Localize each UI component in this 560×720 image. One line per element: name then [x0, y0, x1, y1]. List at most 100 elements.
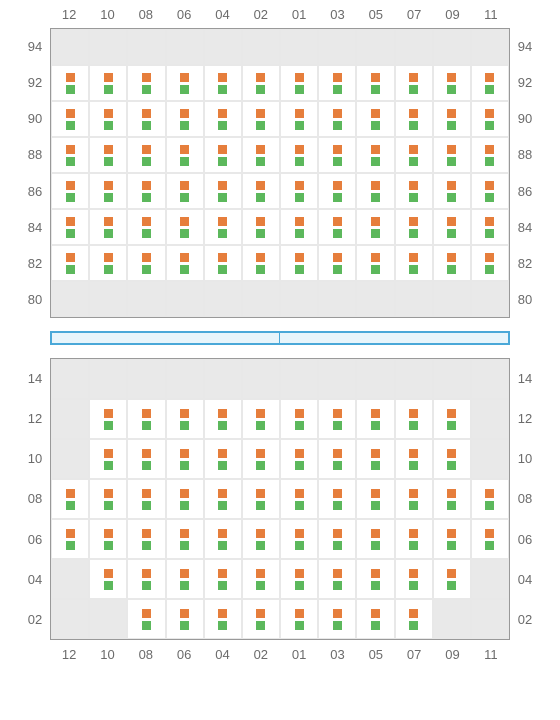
seat-cell[interactable]	[318, 399, 356, 439]
seat-cell[interactable]	[356, 479, 394, 519]
seat-cell[interactable]	[127, 173, 165, 209]
seat-cell[interactable]	[89, 559, 127, 599]
seat-cell[interactable]	[395, 65, 433, 101]
seat-cell[interactable]	[166, 137, 204, 173]
seat-cell[interactable]	[280, 101, 318, 137]
seat-cell[interactable]	[433, 399, 471, 439]
seat-cell[interactable]	[318, 439, 356, 479]
seat-cell[interactable]	[356, 519, 394, 559]
seat-cell[interactable]	[51, 101, 89, 137]
seat-cell[interactable]	[89, 399, 127, 439]
seat-cell[interactable]	[242, 559, 280, 599]
seat-cell[interactable]	[204, 399, 242, 439]
seat-cell[interactable]	[127, 209, 165, 245]
seat-cell[interactable]	[242, 209, 280, 245]
seat-cell[interactable]	[433, 65, 471, 101]
seat-cell[interactable]	[166, 479, 204, 519]
seat-cell[interactable]	[242, 519, 280, 559]
seat-cell[interactable]	[51, 209, 89, 245]
seat-cell[interactable]	[166, 245, 204, 281]
seat-cell[interactable]	[318, 559, 356, 599]
seat-cell[interactable]	[51, 479, 89, 519]
seat-cell[interactable]	[89, 519, 127, 559]
seat-cell[interactable]	[127, 399, 165, 439]
seat-cell[interactable]	[51, 65, 89, 101]
seat-cell[interactable]	[242, 245, 280, 281]
seat-cell[interactable]	[318, 599, 356, 639]
seat-cell[interactable]	[242, 173, 280, 209]
seat-cell[interactable]	[318, 137, 356, 173]
seat-cell[interactable]	[127, 101, 165, 137]
seat-cell[interactable]	[166, 439, 204, 479]
seat-cell[interactable]	[89, 245, 127, 281]
seat-cell[interactable]	[471, 479, 509, 519]
seat-cell[interactable]	[242, 101, 280, 137]
seat-cell[interactable]	[280, 209, 318, 245]
seat-cell[interactable]	[356, 245, 394, 281]
seat-cell[interactable]	[89, 137, 127, 173]
seat-cell[interactable]	[204, 173, 242, 209]
seat-cell[interactable]	[395, 101, 433, 137]
seat-cell[interactable]	[127, 439, 165, 479]
seat-cell[interactable]	[89, 479, 127, 519]
seat-cell[interactable]	[242, 137, 280, 173]
seat-cell[interactable]	[242, 599, 280, 639]
seat-cell[interactable]	[395, 209, 433, 245]
seat-cell[interactable]	[127, 479, 165, 519]
seat-cell[interactable]	[51, 519, 89, 559]
seat-cell[interactable]	[204, 245, 242, 281]
seat-cell[interactable]	[395, 245, 433, 281]
seat-cell[interactable]	[280, 173, 318, 209]
seat-cell[interactable]	[433, 173, 471, 209]
seat-cell[interactable]	[433, 209, 471, 245]
seat-cell[interactable]	[166, 101, 204, 137]
seat-cell[interactable]	[242, 439, 280, 479]
seat-cell[interactable]	[280, 439, 318, 479]
seat-cell[interactable]	[318, 519, 356, 559]
seat-cell[interactable]	[356, 101, 394, 137]
seat-cell[interactable]	[280, 245, 318, 281]
seat-cell[interactable]	[204, 599, 242, 639]
seat-cell[interactable]	[280, 65, 318, 101]
seat-cell[interactable]	[204, 559, 242, 599]
seat-cell[interactable]	[395, 137, 433, 173]
seat-cell[interactable]	[471, 173, 509, 209]
seat-cell[interactable]	[166, 519, 204, 559]
seat-cell[interactable]	[280, 137, 318, 173]
seat-cell[interactable]	[89, 439, 127, 479]
seat-cell[interactable]	[356, 439, 394, 479]
seat-cell[interactable]	[242, 399, 280, 439]
seat-cell[interactable]	[51, 245, 89, 281]
seat-cell[interactable]	[204, 137, 242, 173]
seat-cell[interactable]	[356, 399, 394, 439]
seat-cell[interactable]	[204, 65, 242, 101]
seat-cell[interactable]	[166, 173, 204, 209]
seat-cell[interactable]	[471, 519, 509, 559]
seat-cell[interactable]	[127, 519, 165, 559]
seat-cell[interactable]	[395, 519, 433, 559]
seat-cell[interactable]	[471, 209, 509, 245]
seat-cell[interactable]	[471, 245, 509, 281]
seat-cell[interactable]	[127, 245, 165, 281]
seat-cell[interactable]	[395, 399, 433, 439]
seat-cell[interactable]	[395, 479, 433, 519]
seat-cell[interactable]	[356, 65, 394, 101]
seat-cell[interactable]	[280, 599, 318, 639]
seat-cell[interactable]	[242, 479, 280, 519]
seat-cell[interactable]	[471, 65, 509, 101]
seat-cell[interactable]	[471, 137, 509, 173]
seat-cell[interactable]	[89, 101, 127, 137]
seat-cell[interactable]	[395, 173, 433, 209]
seat-cell[interactable]	[242, 65, 280, 101]
seat-cell[interactable]	[433, 519, 471, 559]
seat-cell[interactable]	[166, 65, 204, 101]
seat-cell[interactable]	[395, 599, 433, 639]
seat-cell[interactable]	[204, 439, 242, 479]
seat-cell[interactable]	[204, 519, 242, 559]
seat-cell[interactable]	[318, 65, 356, 101]
seat-cell[interactable]	[166, 599, 204, 639]
seat-cell[interactable]	[280, 519, 318, 559]
seat-cell[interactable]	[471, 101, 509, 137]
seat-cell[interactable]	[127, 137, 165, 173]
seat-cell[interactable]	[356, 209, 394, 245]
